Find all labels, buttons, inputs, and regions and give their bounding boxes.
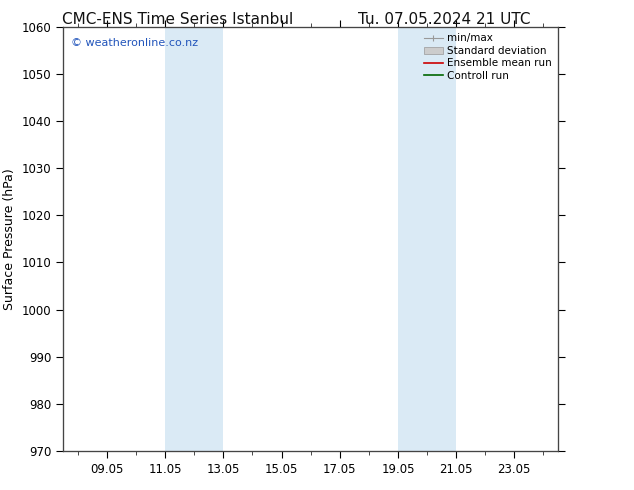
Y-axis label: Surface Pressure (hPa): Surface Pressure (hPa): [3, 168, 16, 310]
Bar: [398, 27, 456, 451]
Text: CMC-ENS Time Series Istanbul: CMC-ENS Time Series Istanbul: [62, 12, 293, 27]
Legend: min/max, Standard deviation, Ensemble mean run, Controll run: min/max, Standard deviation, Ensemble me…: [420, 29, 556, 85]
Text: © weatheronline.co.nz: © weatheronline.co.nz: [71, 38, 198, 48]
Text: Tu. 07.05.2024 21 UTC: Tu. 07.05.2024 21 UTC: [358, 12, 530, 27]
Bar: [165, 27, 223, 451]
